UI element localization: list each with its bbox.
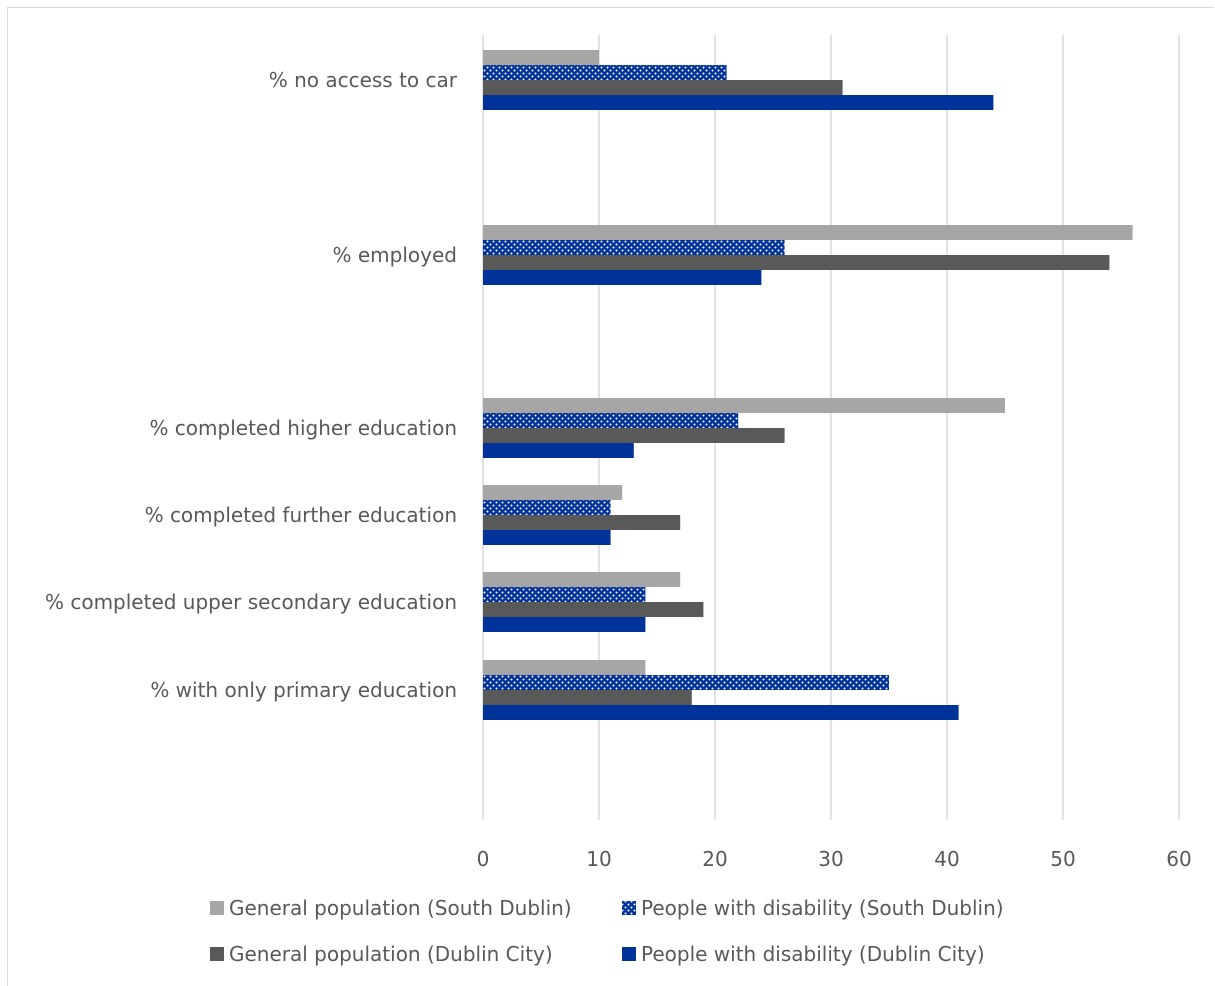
x-tick-label: 30 [818, 847, 843, 871]
bar [483, 80, 843, 95]
legend-label: People with disability (Dublin City) [641, 942, 985, 966]
x-tick-label: 60 [1166, 847, 1191, 871]
category-label: % with only primary education [150, 678, 457, 702]
legend-label: General population (South Dublin) [229, 896, 572, 920]
category-labels: % no access to car % employed % completed … [45, 68, 458, 702]
bar [483, 65, 727, 80]
bar [483, 95, 994, 110]
bar [483, 240, 785, 255]
bar [483, 413, 739, 428]
legend-swatch [210, 901, 224, 915]
bar [483, 443, 634, 458]
bar [483, 587, 646, 602]
category-label: % completed further education [145, 503, 457, 527]
bar [483, 270, 762, 285]
bar [483, 515, 681, 530]
x-tick-label: 40 [934, 847, 959, 871]
bar [483, 428, 785, 443]
x-tick-label: 20 [702, 847, 727, 871]
x-tick-label: 0 [477, 847, 490, 871]
bar [483, 255, 1110, 270]
bar [483, 225, 1133, 240]
bar [483, 617, 646, 632]
category-label: % completed upper secondary education [45, 590, 457, 614]
bar [483, 660, 646, 675]
bar [483, 705, 959, 720]
legend-swatch [622, 947, 636, 961]
legend: General population (South Dublin) People … [210, 896, 1004, 966]
x-tick-label: 50 [1050, 847, 1075, 871]
legend-label: General population (Dublin City) [229, 942, 553, 966]
x-axis-tick-labels: 0 10 20 30 40 50 60 [477, 847, 1192, 871]
legend-swatch [210, 947, 224, 961]
bar [483, 690, 692, 705]
bar [483, 398, 1005, 413]
bar [483, 675, 889, 690]
bar [483, 530, 611, 545]
bars [483, 50, 1133, 720]
x-tick-label: 10 [586, 847, 611, 871]
legend-label: People with disability (South Dublin) [641, 896, 1004, 920]
legend-swatch [622, 901, 636, 915]
bar [483, 485, 623, 500]
bar [483, 572, 681, 587]
category-label: % no access to car [269, 68, 458, 92]
bar [483, 500, 611, 515]
category-label: % completed higher education [149, 416, 457, 440]
category-label: % employed [333, 243, 457, 267]
bar [483, 602, 704, 617]
bar [483, 50, 599, 65]
